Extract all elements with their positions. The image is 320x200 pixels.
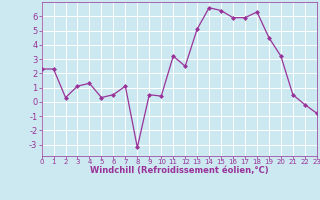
- X-axis label: Windchill (Refroidissement éolien,°C): Windchill (Refroidissement éolien,°C): [90, 166, 268, 175]
